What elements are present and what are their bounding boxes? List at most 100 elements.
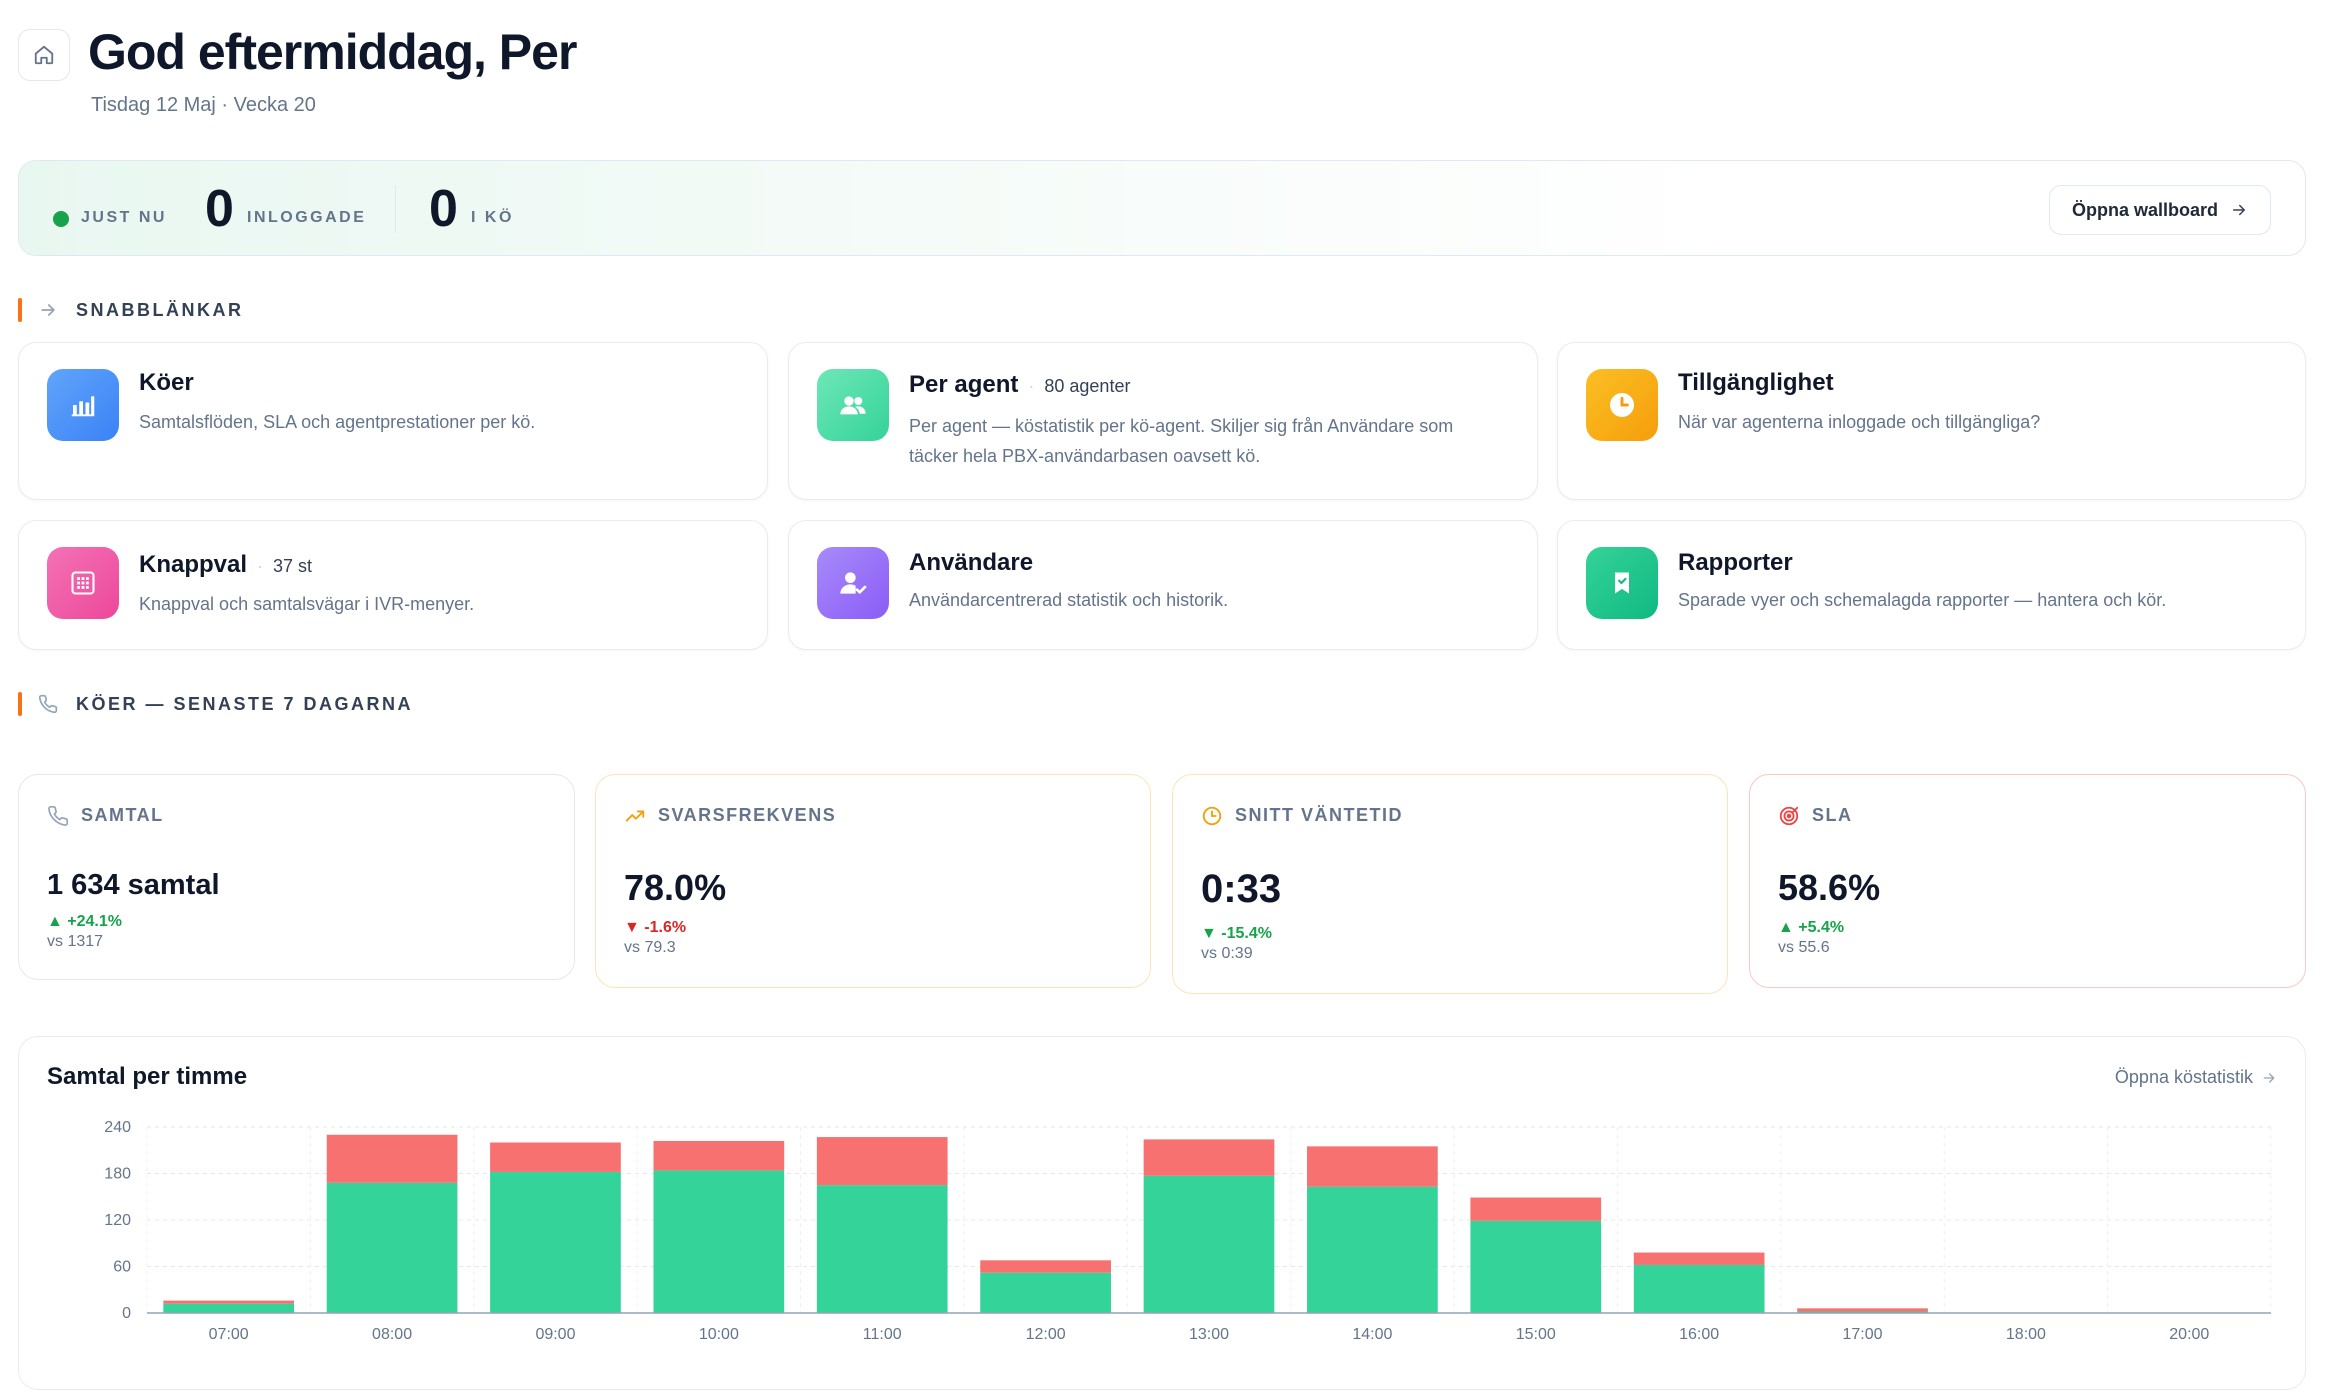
agent-count-badge: · 80 agenter [1028,376,1131,396]
bar-unanswered [1470,1197,1602,1221]
section-accent-bar [18,298,22,322]
triangle-down-icon: ▼ [1201,925,1222,942]
kpi-delta-text: +24.1% [67,913,122,930]
calls-per-hour-chart: 0 60 120 180 240 07:00 08:00 09:00 10:00 11:00 12:… [104,1119,2272,1343]
bar-unanswered [653,1140,785,1171]
quicklink-title-row: Per agent · 80 agenter [909,371,1130,399]
x-tick-label: 17:00 [1843,1326,1883,1343]
kpi-card-svarsfrekvens[interactable]: SVARSFREKVENS 78.0% ▼ -1.6% vs 79.3 [595,774,1151,988]
triangle-up-icon: ▲ [1778,919,1799,936]
home-button[interactable] [18,29,70,81]
x-tick-label: 10:00 [699,1326,739,1343]
bar-unanswered [980,1260,1111,1273]
quicklink-description: Samtalsflöden, SLA och agentprestationer… [139,412,536,432]
kpi-compare: vs 0:39 [1201,945,1253,962]
user-check-icon [817,547,889,619]
queue-count: 0 [429,180,458,238]
y-tick-label: 180 [104,1166,131,1183]
kpi-label: SVARSFREKVENS [658,805,837,825]
quicklink-title-row: Knappval · 37 st [139,551,312,579]
quicklink-description-line2: täcker hela PBX-användarbasen oavsett kö… [909,446,1261,466]
kpi-value: 58.6% [1778,867,1881,908]
quicklink-card-koer[interactable]: Köer Samtalsflöden, SLA och agentprestat… [18,342,768,500]
kpi-card-sla[interactable]: SLA 58.6% ▲ +5.4% vs 55.6 [1749,774,2306,988]
kpi-delta: ▲ +5.4% [1778,919,1844,937]
kpi-card-samtal[interactable]: SAMTAL 1 634 samtal ▲ +24.1% vs 1317 [18,774,575,980]
section-accent-bar [18,692,22,716]
kpi-compare: vs 79.3 [624,939,676,956]
bar-unanswered [1797,1308,1928,1312]
bar-unanswered [490,1142,621,1172]
quicklink-card-rapporter[interactable]: Rapporter Sparade vyer och schemalagda r… [1557,520,2306,650]
kpi-label: SNITT VÄNTETID [1235,805,1403,825]
quicklink-description: Sparade vyer och schemalagda rapporter —… [1678,590,2167,610]
y-tick-label: 120 [104,1212,131,1229]
quicklink-description: Knappval och samtalsvägar i IVR-menyer. [139,594,475,614]
x-tick-label: 18:00 [2006,1326,2046,1343]
target-icon [1779,806,1799,826]
y-tick-label: 60 [113,1259,131,1276]
arrow-right-icon [41,304,55,316]
ivr-count-text: 37 st [273,556,313,576]
quicklink-title: Användare [909,549,1034,576]
kpi-label: SLA [1812,805,1853,825]
kpi-delta-text: -1.6% [644,919,687,936]
live-status-dot [53,211,69,227]
logged-in-label: INLOGGADE [247,209,367,226]
quicklink-title: Tillgänglighet [1678,369,1834,396]
trending-up-icon [625,810,645,822]
agent-count-text: 80 agenter [1044,376,1131,396]
x-tick-label: 14:00 [1352,1326,1392,1343]
open-queue-stats-link[interactable]: Öppna köstatistik [2115,1067,2277,1088]
kpi-delta: ▲ +24.1% [47,913,122,931]
kpi-compare: vs 1317 [47,933,104,950]
triangle-down-icon: ▼ [624,919,645,936]
kpi-card-snitt-vantetid[interactable]: SNITT VÄNTETID 0:33 ▼ -15.4% vs 0:39 [1172,774,1728,994]
users-icon [817,369,889,441]
bar-unanswered [163,1300,295,1304]
kpi-compare: vs 55.6 [1778,939,1830,956]
arrow-right-icon [2263,1072,2275,1083]
quicklinks-section-title: SNABBLÄNKAR [76,300,244,320]
x-tick-label: 09:00 [535,1326,575,1343]
home-icon [34,45,54,65]
x-tick-label: 11:00 [863,1326,902,1343]
bar-answered [980,1272,1111,1313]
quicklink-card-tillganglighet[interactable]: Tillgänglighet När var agenterna inlogga… [1557,342,2306,500]
open-wallboard-label: Öppna wallboard [2071,199,2218,220]
bar-chart-icon [47,369,119,441]
bar-answered [326,1182,458,1313]
x-tick-label: 15:00 [1516,1326,1556,1343]
bar-unanswered [816,1137,948,1186]
kpi-value: 78.0% [624,867,727,908]
bar-unanswered [326,1134,458,1183]
quicklink-card-per-agent[interactable]: Per agent · 80 agenter Per agent — köstati… [788,342,1538,500]
page-title: God eftermiddag, Per [88,24,577,80]
quicklink-title: Rapporter [1678,549,1793,576]
live-status-label: JUST NU [81,209,167,226]
phone-icon [48,806,68,826]
open-wallboard-button[interactable]: Öppna wallboard [2048,185,2271,235]
bar-unanswered [1143,1139,1275,1176]
bar-answered [1470,1220,1602,1313]
open-queue-stats-label: Öppna köstatistik [2114,1067,2253,1087]
bar-answered [1143,1175,1275,1313]
kpi-value: 1 634 samtal [47,869,220,901]
quicklink-title: Knappval [139,551,248,578]
bar-unanswered [1633,1252,1765,1265]
kpi-delta: ▼ -1.6% [624,919,686,937]
kpi-delta-text: +5.4% [1798,919,1845,936]
x-tick-label: 08:00 [372,1326,412,1343]
bar-answered [1633,1264,1765,1313]
y-tick-label: 240 [104,1119,131,1136]
quicklink-description: Användarcentrerad statistik och historik… [909,590,1229,610]
x-tick-label: 20:00 [2169,1326,2209,1343]
quicklink-card-anvandare[interactable]: Användare Användarcentrerad statistik oc… [788,520,1538,650]
bar-answered [653,1170,785,1313]
clock-icon [1202,806,1222,826]
bar-answered [163,1303,295,1313]
quicklink-card-knappval[interactable]: Knappval · 37 st Knappval och samtalsvägar… [18,520,768,650]
bar-answered [1307,1186,1438,1313]
bookmark-icon [1586,547,1658,619]
phone-icon [38,694,58,714]
